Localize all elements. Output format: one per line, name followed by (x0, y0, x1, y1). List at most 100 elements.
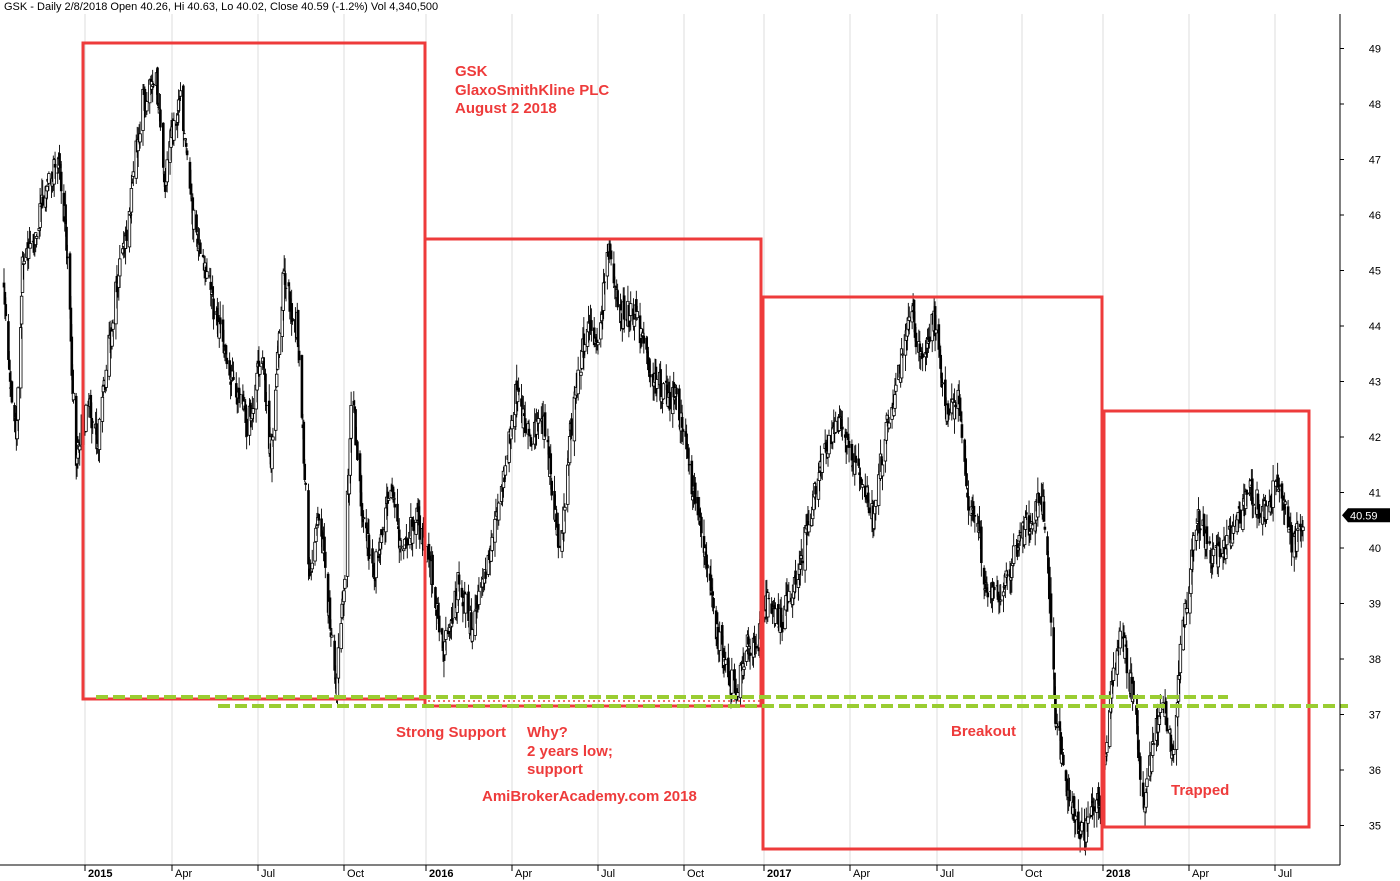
candle-307 (399, 537, 403, 561)
candle-612 (794, 559, 797, 594)
candle-217 (284, 273, 288, 302)
candle-352 (457, 561, 461, 592)
candle-484 (632, 318, 637, 341)
candle-930 (1210, 563, 1213, 579)
candle-92 (118, 244, 122, 288)
candle-77 (97, 417, 102, 463)
candle-987 (1283, 499, 1288, 515)
candle-138 (182, 84, 185, 147)
title-line-1: GSK (455, 63, 488, 80)
x-tick-label: Jul (940, 868, 954, 880)
candle-157 (205, 258, 209, 280)
candle-181 (237, 377, 241, 403)
candle-947 (1231, 513, 1236, 541)
candle-597 (773, 602, 778, 627)
candle-142 (185, 148, 189, 161)
candle-45 (58, 144, 61, 180)
candle-442 (576, 356, 580, 401)
candle-928 (1208, 536, 1212, 546)
candle-397 (517, 377, 520, 396)
candle-337 (437, 602, 441, 642)
candle-382 (497, 501, 501, 526)
candle-230 (302, 419, 306, 467)
candle-772 (1005, 569, 1009, 590)
candle-161 (211, 275, 214, 298)
candle-127 (165, 151, 169, 193)
candle-582 (754, 633, 758, 655)
candle-82 (104, 364, 108, 392)
candle-860 (1116, 640, 1120, 656)
candle-707 (921, 343, 924, 372)
candle-553 (720, 622, 724, 656)
candle-575 (747, 627, 750, 660)
candle-917 (1192, 532, 1196, 562)
candle-57 (71, 392, 76, 404)
candle-467 (609, 244, 613, 266)
candle-237 (310, 549, 314, 573)
candle-605 (785, 578, 789, 612)
candle-802 (1043, 522, 1047, 534)
candle-899 (1169, 727, 1173, 754)
candle-137 (178, 82, 183, 102)
x-tick-label: Jul (1278, 868, 1292, 880)
candle-866 (1124, 634, 1128, 650)
candle-886 (1150, 726, 1155, 758)
candle-253 (333, 634, 336, 680)
candle-952 (1238, 501, 1242, 529)
candle-897 (1165, 701, 1169, 734)
candle-460 (601, 309, 604, 330)
candle-492 (642, 321, 646, 354)
candle-887 (1151, 732, 1156, 746)
y-tick-label: 44 (1369, 321, 1381, 333)
candle-417 (543, 404, 547, 438)
candle-522 (681, 427, 685, 446)
candle-722 (940, 378, 945, 397)
candle-980 (1276, 462, 1279, 488)
candle-30 (39, 199, 43, 222)
candle-13 (19, 314, 23, 399)
candle-777 (1011, 533, 1016, 567)
candle-691 (899, 338, 904, 383)
candle-862 (1118, 621, 1122, 656)
candle-852 (1105, 735, 1109, 762)
candle-617 (800, 548, 804, 576)
candle-274 (359, 473, 363, 509)
x-tick-label: Oct (1025, 868, 1042, 880)
candle-194 (255, 360, 259, 403)
candle-544 (709, 559, 713, 592)
candle-427 (557, 512, 560, 559)
candle-627 (814, 481, 817, 510)
candle-432 (563, 503, 567, 522)
box-2017 (761, 295, 1104, 851)
candle-867 (1125, 640, 1129, 689)
candle-557 (724, 651, 728, 673)
axes: 35 36 37 38 39 40 41 42 43 44 45 46 47 48 49 2015 Apr Jul… (0, 14, 1390, 880)
candle-407 (530, 441, 534, 451)
candle-192 (251, 398, 255, 423)
candle-681 (886, 409, 890, 433)
candle-602 (780, 614, 784, 642)
candle-172 (225, 345, 229, 369)
candle-727 (947, 407, 951, 420)
candle-840 (1091, 787, 1094, 820)
candle-937 (1218, 537, 1222, 559)
candle-199 (262, 357, 265, 375)
candle-372 (484, 557, 487, 584)
candle-997 (1296, 520, 1300, 542)
box-2018 (1102, 409, 1311, 829)
candle-7 (10, 380, 14, 404)
candle-750 (978, 505, 981, 532)
candle-526 (687, 447, 690, 472)
candle-342 (444, 616, 448, 651)
candle-147 (192, 208, 196, 243)
candle-742 (967, 480, 970, 525)
why-line-3: support (527, 761, 583, 778)
candle-246 (323, 523, 326, 557)
candle-17 (22, 253, 26, 265)
candle-967 (1258, 512, 1262, 524)
x-tick-label: Apr (1192, 868, 1209, 880)
candle-902 (1172, 740, 1176, 763)
candle-406 (529, 434, 533, 447)
candle-552 (717, 621, 722, 662)
